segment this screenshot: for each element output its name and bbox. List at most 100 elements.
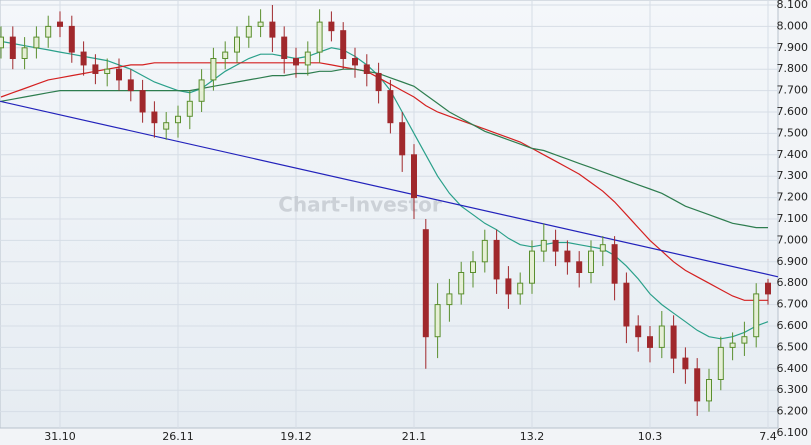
- candle-body: [92, 64, 99, 74]
- candle-body: [80, 51, 87, 66]
- candle-body: [458, 272, 465, 295]
- candle-body: [210, 58, 217, 81]
- trend-line: [0, 100, 779, 278]
- candle-body: [694, 368, 701, 402]
- candle-body: [127, 79, 134, 92]
- candle-body: [269, 21, 276, 38]
- y-tick-label: 8.100: [777, 0, 809, 11]
- candle-body: [139, 90, 146, 113]
- candle-body: [588, 250, 594, 274]
- y-tick-label: 7.200: [777, 191, 809, 204]
- watermark: Chart-Investor: [278, 193, 442, 217]
- candle-body: [340, 30, 347, 59]
- candle-body: [540, 239, 547, 252]
- y-tick-label: 6.800: [777, 276, 809, 289]
- candle-body: [387, 90, 394, 124]
- candle-body: [363, 64, 370, 74]
- candle-body: [151, 111, 158, 124]
- y-tick-label: 7.500: [777, 126, 809, 139]
- y-tick-label: 8.000: [777, 19, 809, 32]
- candle-body: [481, 239, 488, 263]
- x-tick-label: 26.11: [162, 430, 194, 443]
- plot-area: [0, 0, 779, 429]
- candle-body: [163, 122, 170, 130]
- moving-average: [0, 40, 769, 340]
- y-tick-label: 6.600: [777, 319, 809, 332]
- candle-body: [411, 154, 417, 199]
- candle-body: [116, 68, 122, 81]
- candle-body: [57, 21, 63, 27]
- candle-body: [529, 250, 535, 284]
- candle-body: [304, 51, 311, 66]
- candle-body: [635, 325, 642, 338]
- candle-body: [234, 36, 240, 53]
- candle-body: [175, 115, 181, 124]
- candle-body: [753, 293, 760, 338]
- candle-body: [198, 79, 205, 102]
- y-tick-label: 7.400: [777, 148, 809, 161]
- x-tick-label: 19.12: [280, 430, 312, 443]
- x-tick-label: 10.3: [638, 430, 663, 443]
- candle-body: [45, 25, 52, 38]
- candle-body: [375, 72, 382, 92]
- candle-body: [446, 293, 453, 306]
- candle-body: [422, 229, 429, 338]
- candle-body: [765, 282, 771, 295]
- candle-body: [245, 25, 252, 38]
- candle-body: [706, 379, 712, 402]
- candle-body: [729, 342, 736, 348]
- x-tick-label: 7.4: [759, 430, 777, 443]
- y-tick-label: 7.100: [777, 212, 809, 225]
- candle-body: [470, 261, 476, 273]
- candle-body: [104, 68, 111, 74]
- candle-body: [68, 25, 75, 53]
- candle-body: [552, 239, 559, 252]
- candle-body: [434, 304, 441, 338]
- y-tick-label: 6.300: [777, 383, 809, 396]
- x-tick-label: 13.2: [520, 430, 545, 443]
- y-tick-label: 7.300: [777, 169, 809, 182]
- candle-body: [658, 325, 665, 348]
- y-tick-label: 7.900: [777, 41, 809, 54]
- candle-body: [611, 244, 618, 284]
- candle-body: [505, 278, 512, 295]
- candle-body: [493, 239, 500, 280]
- candle-body: [517, 282, 524, 295]
- candle-body: [741, 336, 748, 344]
- y-tick-label: 6.900: [777, 255, 809, 268]
- candle-body: [316, 21, 323, 53]
- y-tick-label: 6.500: [777, 340, 809, 353]
- candle-body: [222, 51, 229, 59]
- candle-body: [281, 36, 288, 59]
- candle-body: [717, 346, 724, 380]
- y-tick-label: 7.700: [777, 84, 809, 97]
- candle-body: [576, 261, 583, 273]
- candle-body: [186, 100, 193, 117]
- candle-body: [647, 336, 653, 348]
- candle-body: [352, 58, 358, 66]
- candle-body: [623, 282, 630, 327]
- candle-body: [599, 244, 606, 252]
- candle-body: [670, 325, 677, 359]
- x-tick-label: 31.10: [44, 430, 76, 443]
- candle-body: [9, 36, 16, 59]
- y-tick-label: 7.800: [777, 62, 809, 75]
- candle-body: [21, 47, 28, 59]
- candle-body: [0, 36, 4, 49]
- candle-body: [682, 357, 689, 370]
- candle-body: [293, 58, 299, 66]
- candle-body: [328, 21, 335, 32]
- candle-body: [33, 36, 40, 49]
- y-tick-label: 6.700: [777, 298, 809, 311]
- candle-body: [399, 122, 406, 156]
- y-tick-label: 6.400: [777, 362, 809, 375]
- moving-average: [0, 62, 768, 301]
- y-tick-label: 7.000: [777, 233, 809, 246]
- candle-body: [564, 250, 571, 263]
- y-tick-label: 6.100: [777, 426, 809, 439]
- x-tick-label: 21.1: [402, 430, 427, 443]
- y-tick-label: 7.600: [777, 105, 809, 118]
- candle-body: [257, 21, 264, 27]
- y-tick-label: 6.200: [777, 405, 809, 418]
